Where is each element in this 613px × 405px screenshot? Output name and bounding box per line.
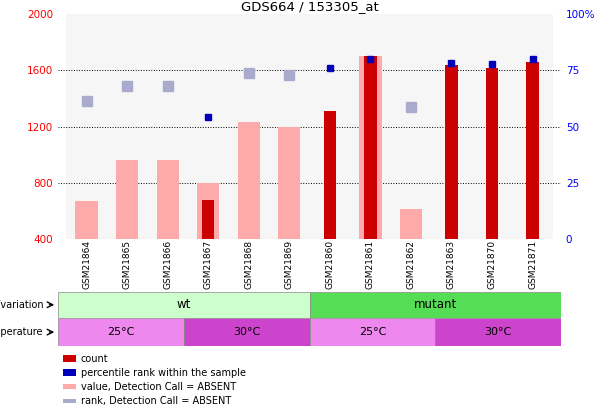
Text: 25°C: 25°C: [359, 327, 386, 337]
Text: 30°C: 30°C: [484, 327, 512, 337]
Text: 25°C: 25°C: [107, 327, 135, 337]
Bar: [269, 14, 310, 239]
Bar: [390, 14, 431, 239]
Bar: [310, 14, 350, 239]
Bar: [156, 160, 179, 239]
Bar: [58, 318, 184, 346]
Bar: [400, 209, 422, 239]
Text: genotype/variation: genotype/variation: [0, 300, 44, 310]
Bar: [63, 384, 76, 389]
Bar: [188, 14, 229, 239]
Text: count: count: [81, 354, 109, 364]
Bar: [63, 399, 76, 403]
Text: mutant: mutant: [414, 298, 457, 311]
Bar: [310, 292, 561, 318]
Bar: [350, 14, 390, 239]
Text: temperature: temperature: [0, 327, 44, 337]
Bar: [527, 62, 539, 239]
Bar: [197, 183, 219, 239]
Bar: [364, 56, 376, 239]
Bar: [116, 160, 139, 239]
Bar: [435, 318, 561, 346]
Bar: [359, 56, 381, 239]
Bar: [486, 68, 498, 239]
Text: 30°C: 30°C: [233, 327, 261, 337]
Bar: [63, 355, 76, 362]
Text: percentile rank within the sample: percentile rank within the sample: [81, 368, 246, 378]
Title: GDS664 / 153305_at: GDS664 / 153305_at: [241, 0, 378, 13]
Text: value, Detection Call = ABSENT: value, Detection Call = ABSENT: [81, 382, 236, 392]
Bar: [472, 14, 512, 239]
Bar: [310, 318, 435, 346]
Bar: [107, 14, 147, 239]
Text: rank, Detection Call = ABSENT: rank, Detection Call = ABSENT: [81, 396, 231, 405]
Bar: [445, 65, 457, 239]
Bar: [147, 14, 188, 239]
Bar: [512, 14, 553, 239]
Bar: [278, 127, 300, 239]
Bar: [63, 369, 76, 376]
Bar: [229, 14, 269, 239]
Bar: [58, 292, 310, 318]
Bar: [431, 14, 472, 239]
Bar: [75, 201, 97, 239]
Text: wt: wt: [177, 298, 191, 311]
Bar: [66, 14, 107, 239]
Bar: [202, 200, 215, 239]
Bar: [238, 122, 260, 239]
Bar: [184, 318, 310, 346]
Bar: [324, 111, 336, 239]
